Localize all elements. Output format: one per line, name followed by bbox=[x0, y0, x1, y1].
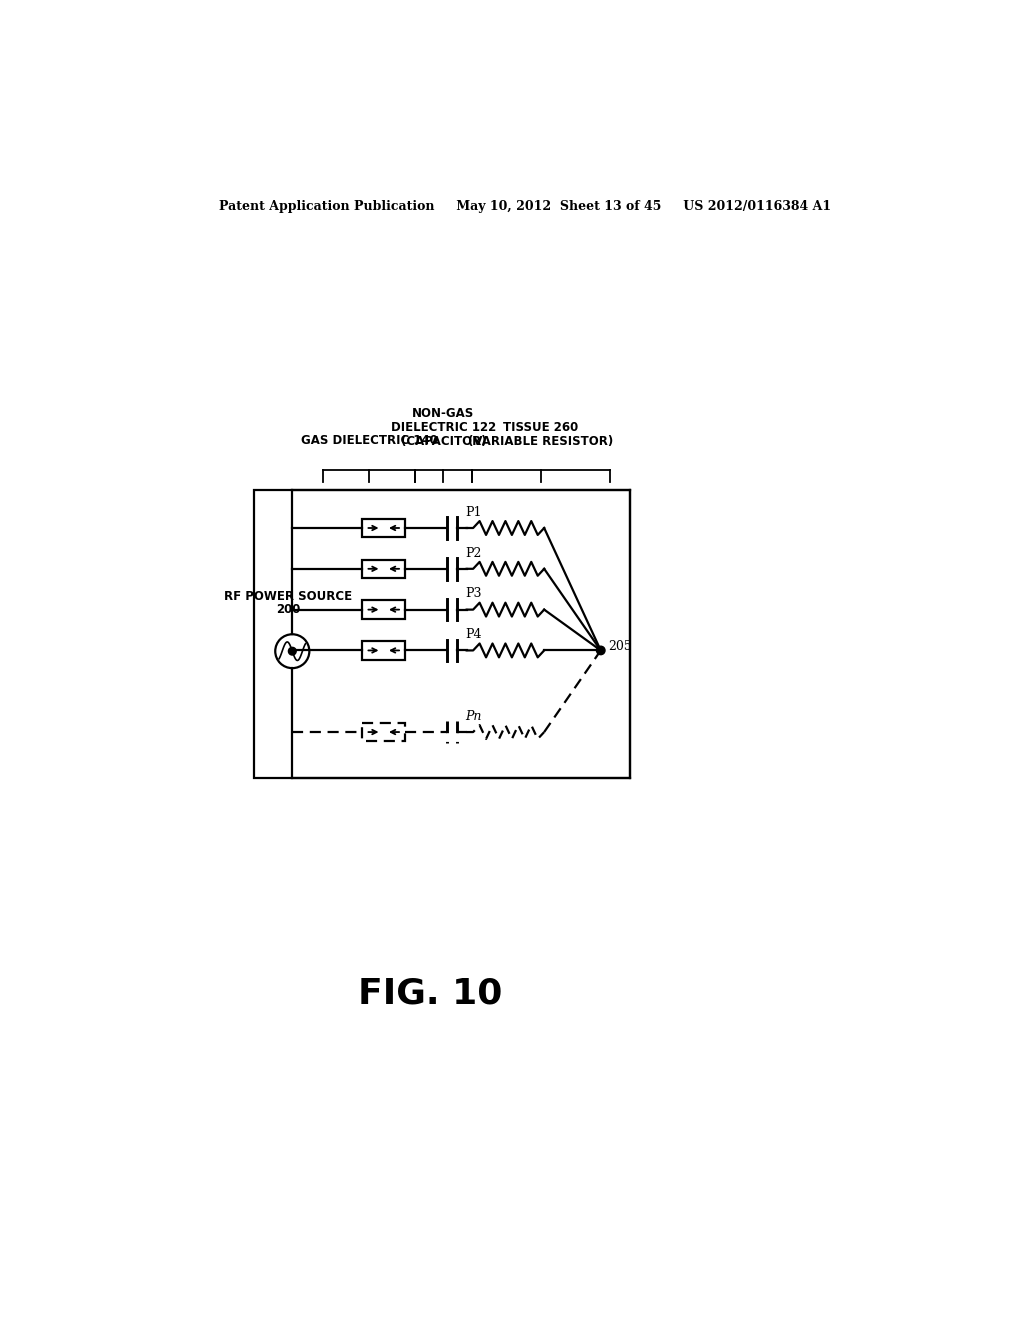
Text: P2: P2 bbox=[465, 546, 481, 560]
Bar bbox=[254, 490, 630, 779]
Text: P4: P4 bbox=[465, 628, 481, 642]
Text: Patent Application Publication     May 10, 2012  Sheet 13 of 45     US 2012/0116: Patent Application Publication May 10, 2… bbox=[219, 199, 830, 213]
Text: (CAPACITOR): (CAPACITOR) bbox=[400, 434, 486, 447]
Text: 200: 200 bbox=[276, 603, 301, 615]
Bar bbox=[362, 723, 406, 742]
Text: DIELECTRIC 122: DIELECTRIC 122 bbox=[391, 421, 496, 434]
Circle shape bbox=[597, 647, 605, 655]
Text: Pn: Pn bbox=[465, 710, 481, 723]
Text: P3: P3 bbox=[465, 587, 481, 601]
Bar bbox=[362, 560, 406, 578]
Text: NON-GAS: NON-GAS bbox=[413, 407, 474, 420]
Circle shape bbox=[289, 647, 296, 655]
Text: TISSUE 260: TISSUE 260 bbox=[504, 421, 579, 434]
Text: (VARIABLE RESISTOR): (VARIABLE RESISTOR) bbox=[468, 434, 613, 447]
Bar bbox=[362, 601, 406, 619]
Text: 205: 205 bbox=[608, 640, 632, 653]
Text: P1: P1 bbox=[465, 506, 481, 519]
Text: GAS DIELECTRIC 140: GAS DIELECTRIC 140 bbox=[301, 434, 437, 447]
Bar bbox=[362, 519, 406, 537]
Bar bbox=[362, 642, 406, 660]
Text: RF POWER SOURCE: RF POWER SOURCE bbox=[224, 590, 352, 603]
Text: FIG. 10: FIG. 10 bbox=[358, 977, 503, 1011]
